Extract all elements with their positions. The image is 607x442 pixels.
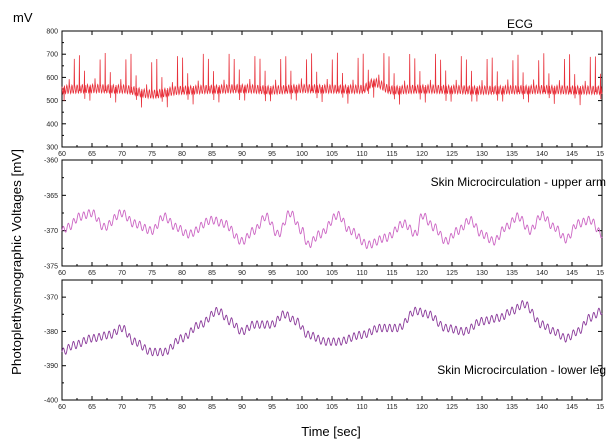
x-tick-label: 85	[208, 151, 216, 158]
x-tick-label: 125	[446, 270, 458, 277]
x-tick-label: 60	[58, 404, 66, 411]
y-tick-label: 600	[46, 75, 58, 82]
x-tick-label: 120	[416, 404, 428, 411]
chart-panel-2: 60 65 70 75 80 85 90 95 100 105 110 115 120 125 130 135…	[44, 158, 606, 278]
x-tick-label: 75	[148, 404, 156, 411]
x-tick-label: 75	[148, 151, 156, 158]
y-tick-label: -380	[44, 329, 58, 336]
x-tick-label: 60	[58, 270, 66, 277]
x-tick-label: 120	[416, 151, 428, 158]
x-tick-label: 145	[566, 151, 578, 158]
panel-title: Skin Microcirculation - lower leg	[437, 363, 606, 377]
x-tick-label: 145	[566, 404, 578, 411]
x-tick-label: 130	[476, 151, 488, 158]
x-tick-label: 135	[506, 404, 518, 411]
x-tick-label: 100	[296, 151, 308, 158]
x-tick-label: 145	[566, 270, 578, 277]
x-tick-label: 115	[386, 151, 397, 158]
x-tick-label: 80	[178, 151, 186, 158]
y-tick-label: 700	[46, 52, 58, 59]
y-tick-label: -375	[44, 264, 58, 271]
y-tick-label: 400	[46, 121, 58, 128]
y-tick-label: -370	[44, 295, 58, 302]
x-tick-label: 80	[178, 404, 186, 411]
x-tick-label: 75	[148, 270, 156, 277]
y-tick-label: -390	[44, 363, 58, 370]
x-tick-label: 130	[476, 270, 488, 277]
x-tick-label: 70	[118, 404, 126, 411]
x-tick-label: 90	[238, 151, 246, 158]
x-tick-label: 110	[356, 270, 367, 277]
x-tick-label: 90	[238, 404, 246, 411]
series-line	[61, 52, 603, 108]
x-tick-label: 65	[88, 404, 96, 411]
x-tick-label: 140	[536, 404, 548, 411]
plot-frame	[61, 279, 603, 401]
panels: 60 65 70 75 80 85 90 95 100 105 110 115 120 125 130 135…	[13, 10, 606, 411]
y-tick-label: 300	[46, 145, 58, 152]
x-tick-label: 110	[356, 151, 367, 158]
x-tick-label: 140	[536, 270, 548, 277]
panel-title: ECG	[507, 17, 533, 31]
chart-panel-1: 60 65 70 75 80 85 90 95 100 105 110 115 120 125 130 135…	[13, 10, 604, 158]
x-tick-label: 135	[506, 151, 518, 158]
y-tick-label: -370	[44, 228, 58, 235]
x-tick-label: 125	[446, 404, 458, 411]
x-tick-label: 95	[268, 404, 276, 411]
x-tick-label: 135	[506, 270, 518, 277]
y-tick-label: 800	[46, 29, 58, 36]
panel-title: Skin Microcirculation - upper arm	[431, 175, 606, 189]
x-tick-label: 85	[208, 404, 216, 411]
series-line	[61, 300, 603, 357]
x-tick-label: 120	[416, 270, 428, 277]
x-tick-label: 60	[58, 151, 66, 158]
y-tick-label: 500	[46, 98, 58, 105]
x-tick-label: 105	[326, 270, 338, 277]
x-tick-label: 95	[268, 270, 276, 277]
x-tick-label: 105	[326, 151, 338, 158]
x-tick-label: 85	[208, 270, 216, 277]
x-tick-label: 65	[88, 151, 96, 158]
x-tick-label: 70	[118, 151, 126, 158]
x-tick-label: 15	[596, 270, 604, 277]
x-tick-label: 125	[446, 151, 458, 158]
x-tick-label: 90	[238, 270, 246, 277]
x-tick-label: 80	[178, 270, 186, 277]
x-tick-label: 100	[296, 404, 308, 411]
x-tick-label: 15	[596, 151, 604, 158]
x-tick-label: 140	[536, 151, 548, 158]
x-tick-label: 110	[356, 404, 367, 411]
x-tick-label: 105	[326, 404, 338, 411]
x-tick-label: 100	[296, 270, 308, 277]
x-tick-label: 65	[88, 270, 96, 277]
x-tick-label: 115	[386, 270, 397, 277]
y-unit-label: mV	[13, 10, 33, 25]
series-line	[61, 209, 603, 250]
x-tick-label: 95	[268, 151, 276, 158]
y-tick-label: -400	[44, 398, 58, 405]
shared-x-axis-label: Time [sec]	[301, 424, 360, 439]
x-tick-label: 70	[118, 270, 126, 277]
x-tick-label: 15	[596, 404, 604, 411]
y-tick-label: -365	[44, 193, 58, 200]
shared-y-axis-label: Photoplethysmographic Voltages [mV]	[9, 149, 24, 375]
y-tick-label: -360	[44, 158, 58, 165]
x-tick-label: 115	[386, 404, 397, 411]
chart-panel-3: 60 65 70 75 80 85 90 95 100 105 110 115 120 125 130 135…	[44, 279, 606, 411]
x-tick-label: 130	[476, 404, 488, 411]
